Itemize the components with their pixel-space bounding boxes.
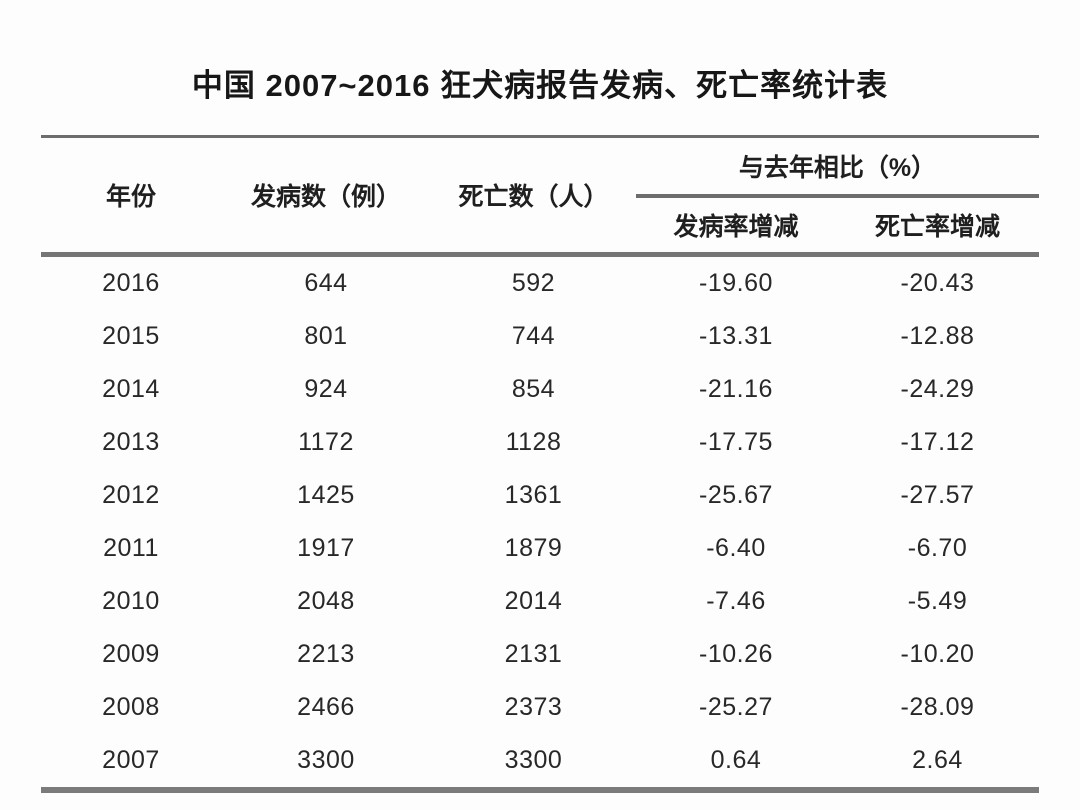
cell-cases: 2466 [297, 693, 355, 721]
cell-incidence-change: -13.31 [699, 322, 773, 350]
table-row: 2014 924 854 -21.16 -24.29 [41, 363, 1039, 416]
cell-year: 2009 [102, 640, 160, 668]
header-row-sub: 发病率增减 死亡率增减 [41, 196, 1039, 255]
cell-year: 2016 [102, 269, 160, 297]
table-row: 2007 3300 3300 0.64 2.64 [41, 734, 1039, 790]
cell-deaths: 2373 [504, 693, 563, 721]
cell-cases: 1172 [298, 428, 354, 456]
cell-mortality-change: 2.64 [912, 746, 963, 774]
cell-year: 2015 [102, 322, 160, 350]
cell-deaths: 854 [511, 375, 556, 403]
cell-year: 2010 [102, 587, 160, 615]
cell-incidence-change: -6.40 [706, 534, 766, 562]
cell-cases: 644 [304, 269, 348, 297]
cell-year: 2008 [102, 693, 160, 721]
cell-mortality-change: -24.29 [900, 375, 975, 403]
table-row: 2011 1917 1879 -6.40 -6.70 [41, 522, 1039, 575]
cell-mortality-change: -5.49 [907, 587, 968, 615]
cell-cases: 3300 [297, 746, 355, 774]
table-title: 中国 2007~2016 狂犬病报告发病、死亡率统计表 [191, 68, 889, 103]
table-row: 2010 2048 2014 -7.46 -5.49 [41, 575, 1039, 628]
header-mortality-change: 死亡率增减 [874, 213, 1000, 241]
header-year: 年份 [105, 183, 156, 211]
cell-deaths: 2131 [504, 640, 563, 668]
table-header: 年份 发病数（例） 死亡数（人） 与去年相比（%） 发病率增减 死亡率增减 [40, 136, 1039, 255]
cell-mortality-change: -28.09 [900, 693, 975, 721]
cell-deaths: 592 [511, 269, 556, 297]
header-group-vs-last-year: 与去年相比（%） [635, 136, 1039, 198]
cell-cases: 924 [304, 375, 348, 403]
statistics-table: 年份 发病数（例） 死亡数（人） 与去年相比（%） 发病率增减 死亡率增减 20… [40, 135, 1039, 793]
cell-incidence-change: -19.60 [699, 269, 773, 297]
cell-incidence-change: -17.75 [699, 428, 773, 456]
cell-cases: 1917 [297, 534, 355, 562]
table-row: 2016 644 592 -19.60 -20.43 [41, 255, 1039, 311]
cell-incidence-change: 0.64 [710, 746, 762, 774]
cell-year: 2013 [102, 428, 160, 456]
cell-year: 2007 [102, 746, 160, 774]
cell-cases: 1425 [297, 481, 355, 509]
cell-cases: 2048 [297, 587, 355, 615]
cell-mortality-change: -27.57 [900, 481, 975, 509]
cell-incidence-change: -21.16 [699, 375, 773, 403]
cell-mortality-change: -20.43 [900, 269, 975, 297]
table-row: 2015 801 744 -13.31 -12.88 [41, 310, 1039, 363]
table-body: 2016 644 592 -19.60 -20.43 2015 801 744 -13.31 -1… [41, 255, 1039, 791]
cell-deaths: 1128 [505, 428, 562, 456]
cell-mortality-change: -10.20 [900, 640, 975, 668]
cell-mortality-change: -17.12 [900, 428, 975, 456]
cell-deaths: 1361 [504, 481, 563, 509]
cell-incidence-change: -25.27 [699, 693, 773, 721]
cell-incidence-change: -10.26 [699, 640, 773, 668]
cell-cases: 2213 [297, 640, 355, 668]
cell-year: 2012 [102, 481, 160, 509]
cell-cases: 801 [304, 322, 348, 350]
header-incidence-change: 发病率增减 [673, 213, 799, 241]
table-row: 2013 1172 1128 -17.75 -17.12 [41, 416, 1039, 469]
cell-deaths: 744 [511, 322, 556, 350]
header-row-top: 年份 发病数（例） 死亡数（人） 与去年相比（%） [41, 136, 1039, 211]
cell-deaths: 2014 [504, 587, 563, 615]
header-deaths: 死亡数（人） [458, 183, 609, 211]
cell-deaths: 1879 [504, 534, 563, 562]
cell-deaths: 3300 [504, 746, 563, 774]
table-row: 2009 2213 2131 -10.26 -10.20 [41, 628, 1039, 681]
cell-mortality-change: -12.88 [900, 322, 975, 350]
cell-year: 2011 [103, 534, 159, 562]
cell-incidence-change: -25.67 [699, 481, 773, 509]
cell-mortality-change: -6.70 [907, 534, 968, 562]
cell-incidence-change: -7.46 [706, 587, 766, 615]
header-cases: 发病数（例） [250, 183, 401, 211]
cell-year: 2014 [102, 375, 160, 403]
table-row: 2012 1425 1361 -25.67 -27.57 [41, 469, 1039, 522]
table-row: 2008 2466 2373 -25.27 -28.09 [41, 681, 1039, 734]
